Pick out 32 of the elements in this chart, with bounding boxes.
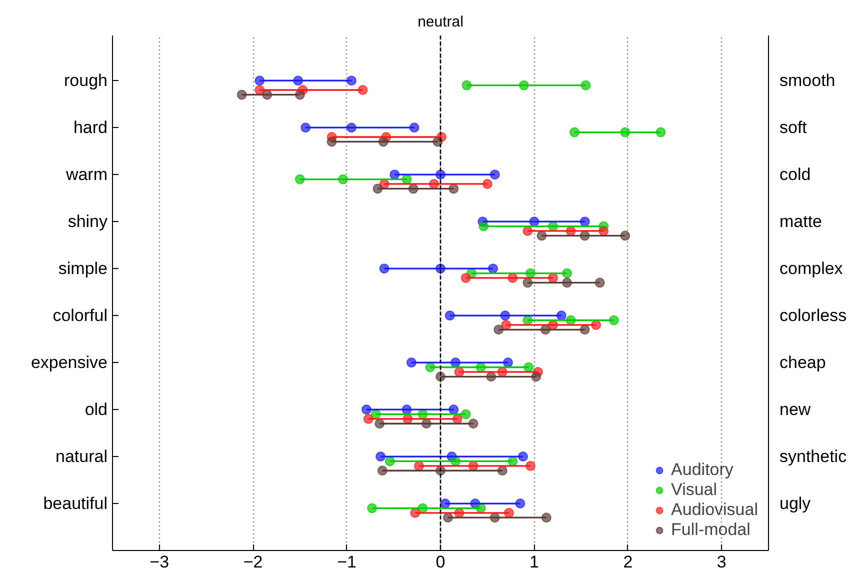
x-tick-label: −1: [337, 552, 356, 572]
y2-tick-label: ugly: [780, 494, 812, 514]
y2-tick-label: matte: [780, 212, 822, 232]
y2-tick-label: synthetic: [780, 447, 848, 466]
x-tick-label: 0: [436, 552, 446, 572]
y2-tick-label: cheap: [780, 353, 826, 372]
x-tick-label: 3: [716, 552, 726, 572]
legend-label: Full-modal: [671, 520, 750, 540]
y-tick-label: expensive: [30, 353, 108, 372]
y-tick-label: beautiful: [43, 494, 108, 514]
y2-tick-label: soft: [780, 118, 808, 138]
legend-label: Audiovisual: [671, 500, 758, 520]
x-tick-label: 1: [529, 552, 539, 572]
y2-tick-label: new: [780, 400, 812, 420]
y2-tick-label: cold: [780, 165, 811, 184]
ref-line-label: neutral: [418, 14, 464, 30]
y-tick-label: colorful: [52, 306, 108, 326]
x-tick-label: −3: [150, 552, 170, 572]
y-tick-label: simple: [58, 259, 108, 278]
legend-label: Visual: [671, 480, 718, 500]
y-tick-label: hard: [73, 118, 108, 138]
y-tick-label: warm: [64, 165, 108, 184]
y-tick-label: old: [84, 400, 108, 420]
y2-tick-label: smooth: [780, 71, 836, 90]
x-tick-label: 2: [623, 552, 633, 572]
y2-tick-label: colorless: [780, 306, 847, 326]
y-tick-label: natural: [56, 447, 108, 466]
y-tick-label: shiny: [68, 212, 108, 232]
y-tick-label: rough: [64, 71, 108, 90]
y2-tick-label: complex: [780, 259, 844, 278]
x-tick-label: −2: [243, 552, 263, 572]
legend-label: Auditory: [671, 460, 734, 480]
